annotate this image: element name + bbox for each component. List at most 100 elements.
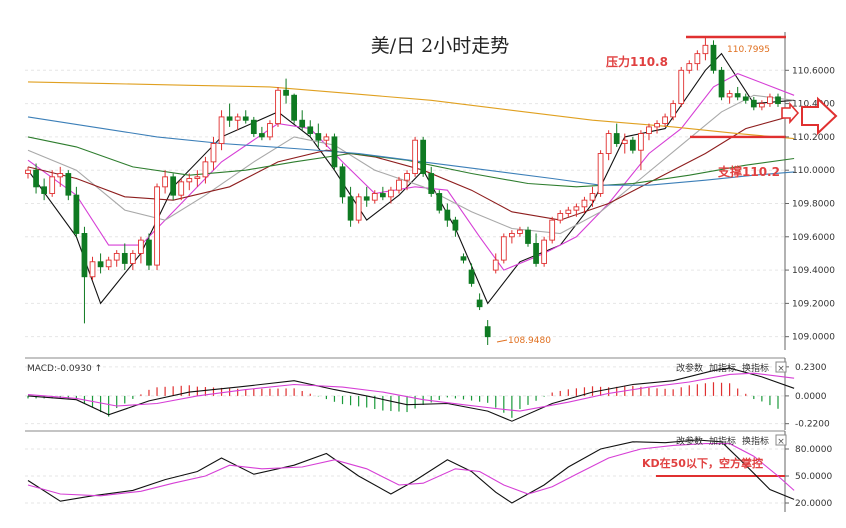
candle: [428, 166, 435, 197]
price-panel-frame: [25, 32, 786, 350]
kd-tick-label: 50.0000: [795, 472, 832, 482]
candle: [597, 150, 604, 197]
candle: [525, 226, 531, 247]
candle: [750, 96, 757, 111]
candle: [379, 186, 386, 201]
candle: [315, 123, 322, 147]
ma-line-orange: [27, 81, 795, 140]
candle: [605, 130, 612, 161]
candle: [129, 250, 136, 271]
candle: [767, 93, 773, 107]
candle: [404, 170, 410, 191]
candle: [557, 210, 564, 224]
chart-title: 美/日 2小时走势: [371, 35, 510, 57]
price-tick-label: 109.8000: [792, 199, 835, 209]
candle: [396, 176, 402, 194]
candle: [242, 110, 249, 124]
macd-tick-label: 0.2300: [795, 363, 827, 373]
candlesticks: [25, 36, 781, 346]
macd-tick-label: 0.0000: [795, 392, 827, 402]
macd-histogram: [27, 382, 779, 418]
candle: [339, 163, 346, 204]
close-icon: ×: [777, 437, 785, 447]
candle: [444, 203, 451, 227]
candle: [412, 136, 418, 177]
candle: [718, 66, 725, 101]
candle: [589, 186, 596, 207]
macd-button-switch-indicator[interactable]: 换指标: [742, 362, 769, 374]
kd-button-add-indicator[interactable]: 加指标: [709, 435, 736, 447]
candle: [420, 136, 427, 177]
macd-lines: [27, 367, 795, 422]
kd-button-switch-indicator[interactable]: 换指标: [742, 435, 769, 447]
candle: [275, 86, 281, 127]
macd-dea-line: [27, 372, 795, 412]
macd-axis-ticks: 0.2300 0.0000 -0.2200: [785, 363, 830, 430]
candle: [89, 256, 96, 281]
candle: [726, 90, 733, 104]
candle: [267, 120, 273, 141]
candle: [710, 40, 717, 74]
price-tick-label: 109.0000: [792, 333, 835, 343]
kd-button-edit-params[interactable]: 改参数: [676, 435, 703, 447]
candle: [646, 123, 652, 141]
kd-close-button[interactable]: ×: [775, 434, 787, 447]
kd-axis-ticks: 80.0000 50.0000 20.0000: [785, 445, 832, 509]
candle: [355, 193, 362, 224]
candle: [113, 250, 120, 267]
candle: [678, 66, 685, 107]
price-tick-label: 109.6000: [792, 233, 835, 243]
candle: [81, 226, 88, 324]
candle: [331, 133, 338, 171]
low-price-pointer: [496, 339, 508, 343]
price-tick-label: 110.2000: [792, 133, 835, 143]
candle: [291, 93, 297, 124]
candle: [509, 230, 515, 244]
candle: [347, 186, 354, 227]
candle: [218, 110, 225, 151]
candle: [638, 130, 644, 171]
candle: [468, 263, 475, 287]
candle: [202, 156, 209, 184]
candle: [138, 236, 144, 264]
macd-button-edit-params[interactable]: 改参数: [676, 362, 703, 374]
macd-tick-label: -0.2200: [795, 420, 830, 430]
candle: [363, 186, 370, 207]
kd-tick-label: 20.0000: [795, 499, 832, 509]
candle: [170, 173, 177, 201]
candle: [25, 166, 31, 179]
candle: [146, 233, 152, 271]
price-tick-label: 110.4000: [792, 100, 835, 110]
candle: [484, 320, 491, 346]
candle: [517, 226, 523, 237]
candle: [299, 110, 306, 131]
candle: [573, 203, 580, 217]
candle: [154, 183, 160, 271]
candle: [742, 93, 749, 104]
candle: [613, 123, 620, 147]
candle: [436, 190, 443, 214]
ma-line-gray: [27, 94, 795, 235]
macd-close-button[interactable]: ×: [775, 361, 787, 374]
resistance-label: 压力110.8: [606, 54, 668, 69]
candle: [323, 133, 330, 147]
candle: [500, 233, 507, 264]
candle: [186, 173, 193, 191]
candle: [541, 236, 547, 267]
candle: [388, 186, 394, 204]
candle: [178, 178, 185, 201]
kd-grid: [25, 448, 785, 504]
kd-note: KD在50以下，空方掌控: [642, 456, 763, 470]
candle: [452, 216, 459, 237]
candle: [621, 133, 628, 154]
candle: [259, 126, 265, 141]
candle: [250, 116, 257, 137]
macd-label: MACD:-0.0930 ↑: [27, 364, 102, 374]
candle: [775, 93, 781, 107]
macd-grid: [25, 366, 785, 425]
kd-d-line: [27, 443, 795, 497]
candle: [234, 113, 241, 131]
macd-button-add-indicator[interactable]: 加指标: [709, 362, 736, 374]
high-price-label: 110.7995: [727, 45, 770, 55]
